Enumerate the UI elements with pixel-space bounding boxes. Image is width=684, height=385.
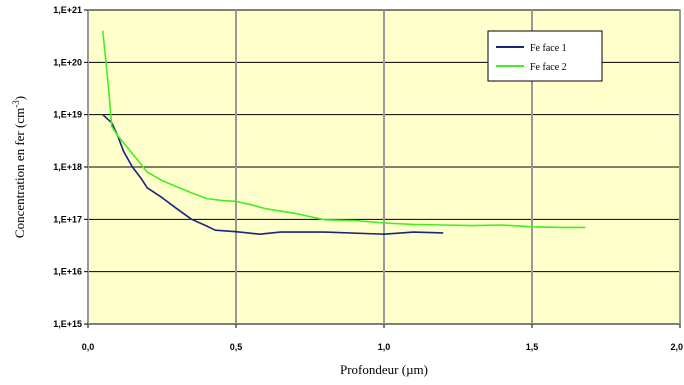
legend: Fe face 1 Fe face 2 [487,30,603,82]
x-tick-label: 1,0 [378,342,391,352]
legend-box [487,30,603,82]
y-tick-label: 1,E+20 [53,57,82,67]
y-tick-label: 1,E+16 [53,267,82,277]
series-line-2 [102,30,586,229]
y-axis-title-end: ) [12,96,27,100]
x-tick-label: 0,0 [82,342,95,352]
x-tick-label: 0,5 [230,342,243,352]
y-tick-label: 1,E+21 [53,5,82,15]
legend-label-2: Fe face 2 [530,62,567,73]
legend-label-1: Fe face 1 [530,43,567,54]
y-axis-title: Concentration en fer (cm-3) [11,96,27,238]
series-lines [102,30,586,235]
y-tick-label: 1,E+15 [53,319,82,329]
y-axis-title-sup: -3 [11,100,21,108]
y-tick-label: 1,E+17 [53,214,82,224]
x-axis: 0,0 0,5 1,0 1,5 2,0 [82,324,683,352]
y-tick-label: 1,E+19 [53,110,82,120]
x-tick-label: 1,5 [526,342,539,352]
y-axis: 1,E+15 1,E+16 1,E+17 1,E+18 1,E+19 1,E+20 1,E+… [53,5,88,329]
y-axis-title-main: Concentration en fer (cm [12,108,27,238]
series-line-1 [102,114,444,235]
y-tick-label: 1,E+18 [53,162,82,172]
x-tick-label: 2,0 [670,342,683,352]
x-axis-title: Profondeur (µm) [340,362,428,377]
